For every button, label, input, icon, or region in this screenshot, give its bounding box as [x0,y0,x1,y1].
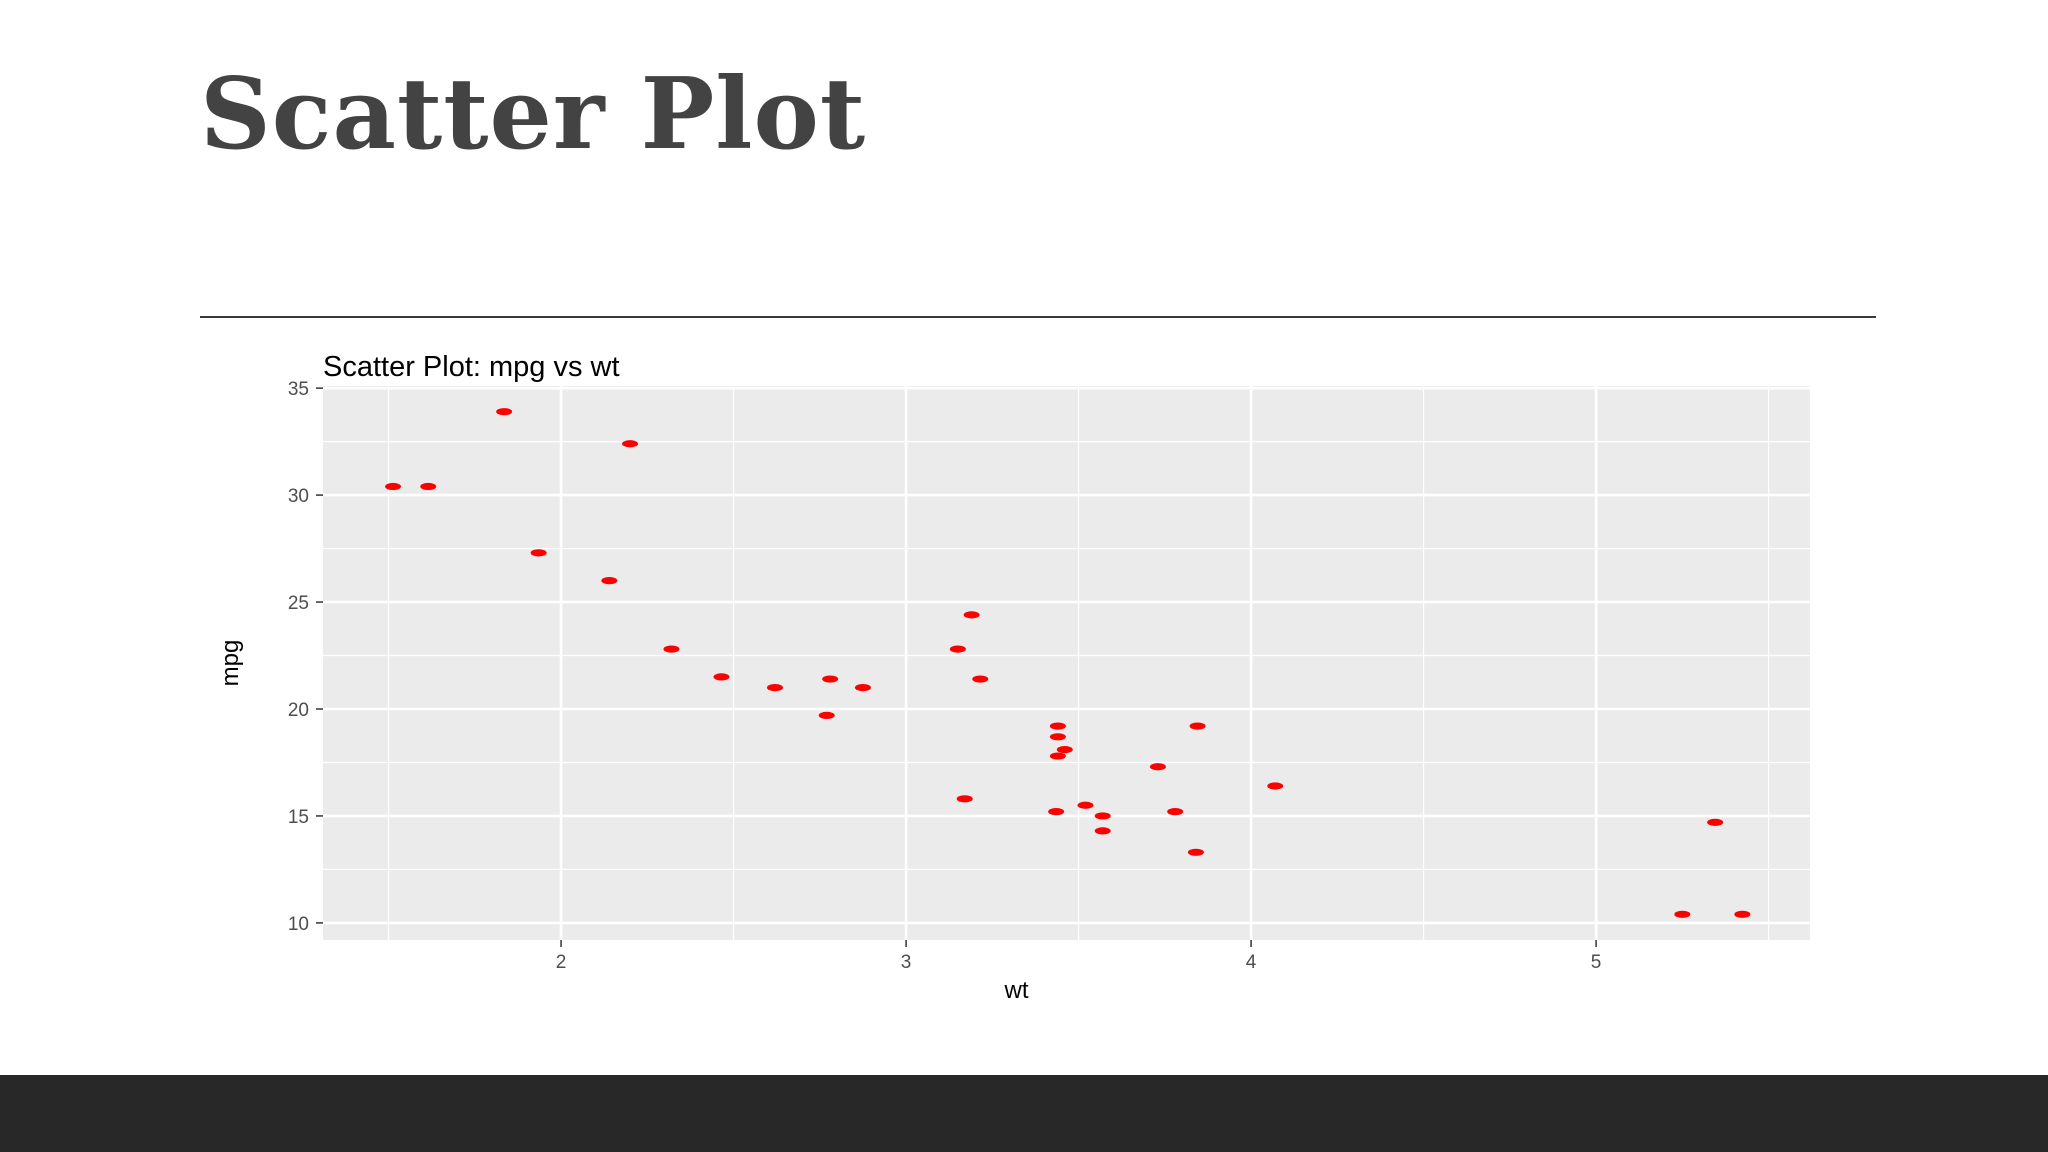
data-point [1056,746,1073,754]
axes: 2 3 4 5 10 15 20 25 30 35 [288,379,1602,973]
data-point [1734,910,1751,918]
y-tick-label: 15 [288,807,309,828]
x-tick-label: 3 [901,952,912,973]
y-tick-label: 20 [288,700,309,721]
data-point [1049,733,1066,741]
data-point [1674,910,1691,918]
data-point [530,549,547,557]
y-tick-label: 10 [288,914,309,935]
data-point [601,577,618,585]
data-point [663,645,680,653]
data-point [766,683,783,692]
x-axis-title: wt [1004,977,1029,1004]
data-point [822,675,839,683]
data-point [1707,818,1724,826]
y-axis-title: mpg [217,640,244,687]
data-point [713,673,730,681]
data-point [1048,808,1065,816]
data-point [1149,763,1166,771]
data-point [1094,827,1111,835]
data-point [1049,722,1066,730]
chart-title: Scatter Plot: mpg vs wt [323,351,620,383]
data-point [854,683,871,692]
y-tick-label: 30 [288,486,309,507]
data-point [1077,801,1094,809]
x-tick-label: 5 [1591,952,1602,973]
data-point [949,645,966,653]
data-point [420,482,437,491]
y-tick-label: 25 [288,593,309,614]
plot-panel [323,386,1810,940]
grid-lines [323,386,1810,940]
data-point [963,611,980,619]
data-point [972,675,989,683]
footer-bar [0,1075,2048,1152]
scatter-chart: 2 3 4 5 10 15 20 25 30 35 Scatter Plot: mpg vs wt… [217,351,1810,1004]
data-point [1189,722,1206,730]
title-divider [200,316,1876,318]
slide-title: Scatter Plot [200,57,867,172]
data-point [1167,808,1184,816]
data-point [956,795,973,803]
y-tick-label: 35 [288,379,309,400]
data-point [496,408,513,416]
x-tick-label: 2 [556,952,567,973]
data-point [1267,782,1284,790]
data-point [622,440,639,448]
data-point [1094,812,1111,820]
data-point [385,482,402,491]
data-points [385,408,1751,918]
data-point [1049,752,1066,760]
data-point [818,711,835,720]
x-tick-label: 4 [1246,952,1257,973]
data-point [1187,848,1204,856]
